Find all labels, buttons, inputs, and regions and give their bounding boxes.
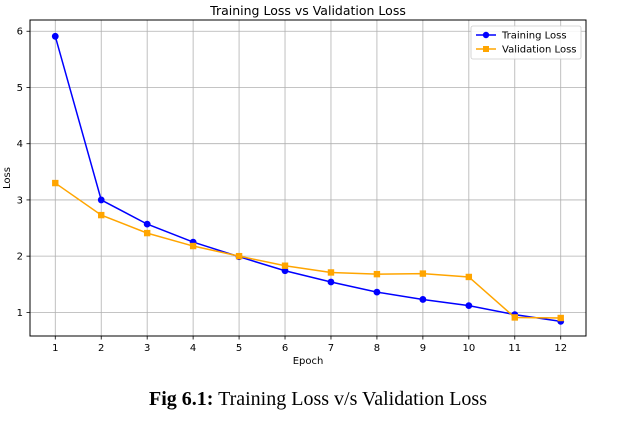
- grid: [30, 20, 586, 336]
- training-loss-point: [281, 267, 289, 275]
- x-axis-ticks: 1 2 3 4 5 6 7 8 9 10 11 12: [52, 336, 567, 354]
- validation-loss-series: [52, 179, 564, 322]
- validation-loss-point: [557, 314, 564, 322]
- x-tick-label: 9: [420, 343, 426, 354]
- validation-loss-point: [98, 211, 105, 219]
- legend-label-validation-loss: Validation Loss: [502, 45, 577, 56]
- caption-label: Fig 6.1:: [149, 388, 214, 410]
- y-tick-label: 5: [17, 83, 23, 94]
- legend-marker-training-loss: [482, 31, 490, 39]
- chart-title: Training Loss vs Validation Loss: [209, 3, 406, 18]
- series-layer: [51, 32, 565, 325]
- x-tick-label: 12: [554, 343, 567, 354]
- legend-box: [470, 25, 582, 60]
- training-loss-point: [465, 302, 473, 310]
- legend: Training Loss Validation Loss: [470, 25, 582, 60]
- x-tick-label: 5: [236, 343, 242, 354]
- x-tick-label: 7: [328, 343, 334, 354]
- validation-loss-point: [373, 270, 381, 278]
- training-loss-point: [373, 288, 381, 296]
- training-loss-point: [419, 296, 427, 303]
- y-tick-label: 2: [17, 252, 23, 263]
- legend-marker-validation-loss: [483, 46, 489, 52]
- y-axis-label: Loss: [2, 167, 13, 189]
- x-tick-label: 6: [282, 343, 288, 354]
- y-tick-label: 3: [17, 195, 23, 206]
- validation-loss-point: [143, 229, 151, 237]
- validation-loss-point: [465, 273, 473, 281]
- x-tick-label: 4: [190, 343, 196, 354]
- validation-loss-point: [419, 270, 427, 277]
- y-tick-label: 6: [17, 27, 23, 38]
- training-loss-line: [54, 36, 561, 323]
- training-loss-point: [327, 278, 335, 286]
- training-loss-point: [97, 196, 105, 204]
- validation-loss-point: [281, 262, 289, 269]
- training-loss-series: [51, 32, 565, 325]
- plot-frame: [29, 19, 587, 337]
- x-tick-label: 2: [98, 343, 104, 354]
- x-tick-label: 10: [462, 343, 475, 354]
- legend-label-training-loss: Training Loss: [501, 31, 567, 42]
- y-tick-label: 1: [17, 308, 23, 319]
- x-axis-label: Epoch: [293, 356, 324, 367]
- training-loss-point: [51, 32, 59, 40]
- validation-loss-point: [52, 179, 59, 187]
- validation-loss-point: [511, 314, 518, 321]
- validation-loss-line: [54, 182, 561, 319]
- x-tick-label: 8: [374, 343, 380, 354]
- y-tick-label: 4: [17, 139, 23, 150]
- validation-loss-point: [189, 242, 197, 250]
- caption-text: Training Loss v/s Validation Loss: [213, 388, 487, 410]
- y-axis-ticks: 1 2 3 4 5 6: [17, 27, 30, 319]
- x-tick-label: 1: [52, 343, 58, 354]
- x-tick-label: 11: [508, 343, 521, 354]
- validation-loss-point: [327, 269, 335, 276]
- figure-caption: Fig 6.1: Training Loss v/s Validation Lo…: [0, 388, 636, 411]
- training-loss-point: [143, 220, 151, 228]
- x-tick-label: 3: [144, 343, 150, 354]
- validation-loss-point: [235, 252, 243, 260]
